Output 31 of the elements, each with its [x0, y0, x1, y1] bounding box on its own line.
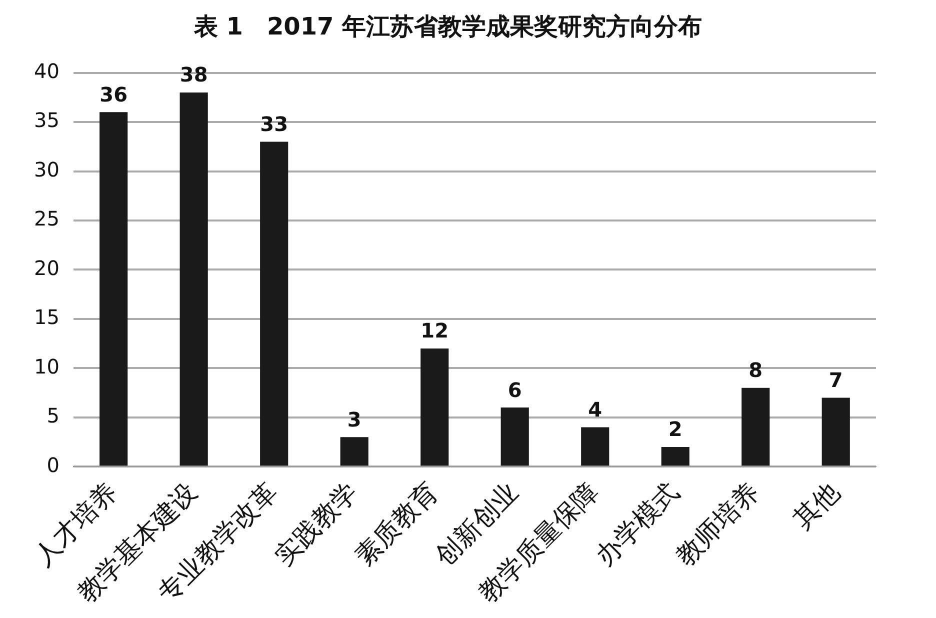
y-tick-label: 15	[34, 305, 60, 330]
data-label: 8	[748, 358, 763, 382]
y-tick-label: 5	[46, 404, 60, 428]
bar	[260, 142, 288, 466]
y-tick-label: 20	[34, 256, 60, 280]
bar	[340, 437, 368, 466]
data-label: 38	[180, 62, 208, 87]
bar	[180, 92, 208, 466]
bar	[742, 388, 770, 466]
data-label: 4	[588, 397, 602, 422]
data-label: 33	[260, 112, 288, 136]
bar	[581, 427, 610, 466]
y-tick-label: 40	[34, 59, 60, 84]
bar	[420, 348, 449, 466]
y-tick-label: 25	[34, 206, 60, 231]
chart-title: 表 1 2017 年江苏省教学成果奖研究方向分布	[192, 12, 702, 41]
bar	[661, 446, 690, 466]
bar	[822, 398, 850, 466]
y-tick-label: 35	[34, 108, 60, 132]
y-tick-label: 30	[34, 157, 60, 182]
data-label: 3	[347, 407, 362, 432]
data-label: 6	[508, 378, 522, 402]
x-tick-label: 其他	[788, 477, 846, 536]
data-label: 2	[668, 417, 682, 442]
data-label: 7	[828, 368, 843, 392]
data-label: 12	[420, 318, 449, 343]
y-tick-label: 0	[46, 452, 60, 477]
data-label: 36	[100, 82, 128, 106]
bar	[100, 112, 128, 466]
bar	[500, 408, 529, 466]
y-tick-label: 10	[34, 354, 60, 378]
